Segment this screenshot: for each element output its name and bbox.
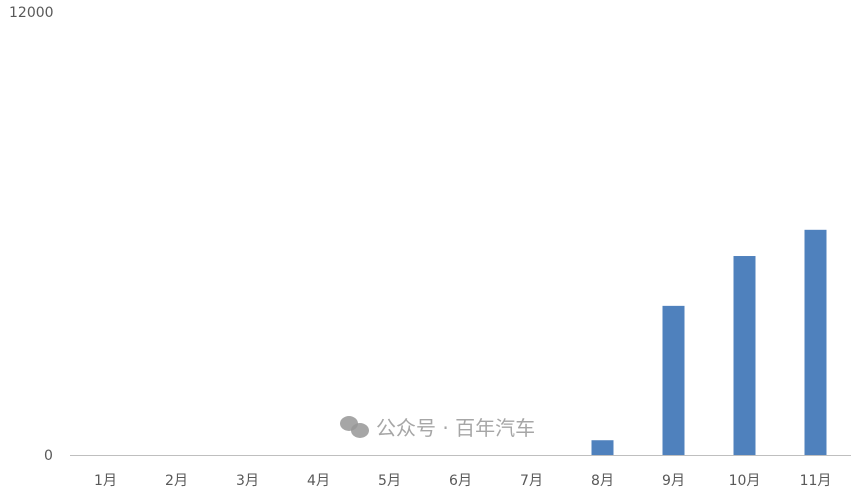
x-tick-label: 2月 (165, 473, 188, 489)
x-tick-label: 11月 (800, 473, 832, 489)
bar-9 (662, 305, 685, 455)
x-tick-label: 8月 (591, 473, 614, 489)
watermark-text: 公众号 · 百年汽车 (376, 416, 536, 440)
y-tick-label: 12000 (9, 5, 54, 21)
x-tick-label: 3月 (236, 473, 259, 489)
x-tick-label: 6月 (449, 473, 472, 489)
x-tick-label: 5月 (378, 473, 401, 489)
bar-11 (804, 229, 827, 455)
bar-8 (591, 440, 614, 455)
bar-10 (733, 256, 756, 455)
x-tick-label: 1月 (94, 473, 117, 489)
x-tick-label: 7月 (520, 473, 543, 489)
wechat-icon (340, 415, 370, 438)
watermark: 公众号 · 百年汽车 (340, 412, 535, 441)
x-tick-label: 9月 (662, 473, 685, 489)
x-tick-label: 10月 (729, 473, 761, 489)
x-tick-label: 4月 (307, 473, 330, 489)
y-tick-label: 0 (44, 448, 53, 464)
